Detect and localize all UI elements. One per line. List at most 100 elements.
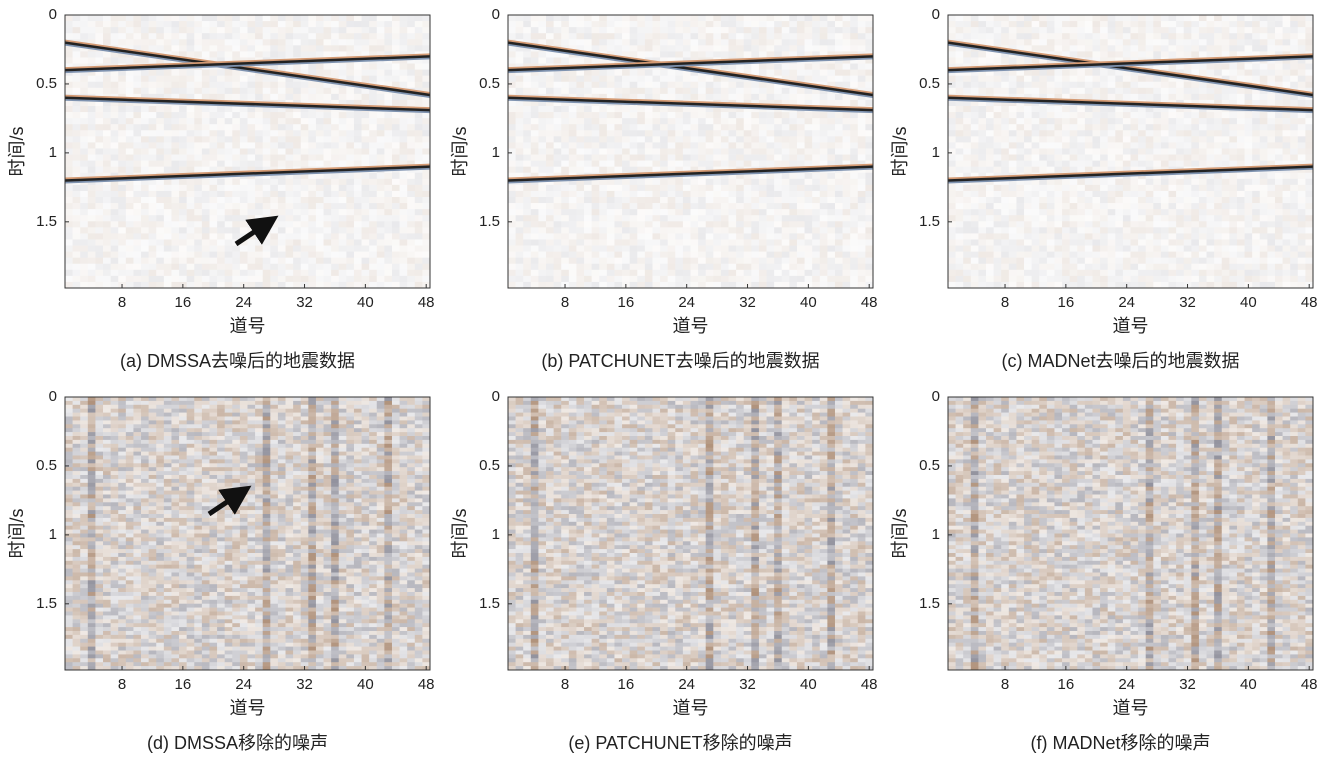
texture [1024, 282, 1032, 288]
texture [369, 118, 377, 124]
texture [263, 124, 271, 130]
texture [1001, 130, 1009, 136]
texture [392, 21, 400, 27]
texture [133, 70, 141, 76]
texture [1001, 27, 1009, 33]
texture [369, 233, 377, 239]
texture [956, 239, 964, 245]
texture [209, 148, 217, 154]
texture [171, 197, 179, 203]
texture [721, 45, 729, 51]
texture [994, 215, 1002, 221]
texture [354, 258, 362, 264]
texture [554, 185, 562, 191]
texture [377, 15, 385, 21]
texture [592, 276, 600, 282]
texture [286, 33, 294, 39]
texture [805, 39, 813, 45]
texture [187, 282, 195, 288]
texture [392, 76, 400, 82]
caption: (b) PATCHUNET去噪后的地震数据 [541, 351, 819, 371]
texture [95, 124, 103, 130]
texture [698, 27, 706, 33]
texture [240, 33, 248, 39]
texture [569, 246, 577, 252]
texture [384, 191, 392, 197]
texture [407, 173, 415, 179]
texture [149, 33, 157, 39]
texture [354, 112, 362, 118]
texture [812, 148, 820, 154]
texture [316, 197, 324, 203]
texture [630, 270, 638, 276]
texture [782, 270, 790, 276]
texture [422, 179, 430, 185]
texture [843, 33, 851, 39]
texture [614, 33, 622, 39]
texture [103, 276, 111, 282]
texture [339, 252, 347, 258]
texture [774, 15, 782, 21]
texture [73, 118, 81, 124]
texture [683, 197, 691, 203]
texture [956, 276, 964, 282]
texture [622, 15, 630, 21]
texture [240, 142, 248, 148]
texture [324, 258, 332, 264]
texture [789, 118, 797, 124]
texture [384, 258, 392, 264]
texture [286, 221, 294, 227]
texture [843, 15, 851, 21]
texture [270, 233, 278, 239]
texture [278, 118, 286, 124]
texture [407, 252, 415, 258]
texture [415, 179, 423, 185]
texture [691, 27, 699, 33]
texture [721, 221, 729, 227]
texture [133, 118, 141, 124]
texture [956, 51, 964, 57]
texture [721, 209, 729, 215]
texture [377, 130, 385, 136]
texture [584, 239, 592, 245]
texture [126, 167, 134, 173]
texture [789, 203, 797, 209]
texture [683, 233, 691, 239]
texture [407, 209, 415, 215]
texture [301, 64, 309, 70]
texture [721, 15, 729, 21]
texture [805, 136, 813, 142]
texture [179, 15, 187, 21]
texture [660, 94, 668, 100]
texture [561, 221, 569, 227]
texture [729, 209, 737, 215]
texture [126, 161, 134, 167]
texture [721, 148, 729, 154]
texture [293, 209, 301, 215]
texture [592, 142, 600, 148]
texture [607, 167, 615, 173]
texture [774, 173, 782, 179]
texture [377, 94, 385, 100]
texture [736, 112, 744, 118]
texture [324, 282, 332, 288]
texture [713, 82, 721, 88]
texture [1039, 39, 1047, 45]
texture [255, 94, 263, 100]
texture [652, 118, 660, 124]
texture [377, 124, 385, 130]
texture [1024, 118, 1032, 124]
texture [217, 70, 225, 76]
texture [324, 227, 332, 233]
texture [65, 209, 73, 215]
texture [630, 191, 638, 197]
texture [164, 227, 172, 233]
texture [751, 27, 759, 33]
texture [516, 124, 524, 130]
texture [789, 264, 797, 270]
texture [835, 173, 843, 179]
texture [584, 15, 592, 21]
texture [187, 27, 195, 33]
texture [835, 215, 843, 221]
texture [1001, 185, 1009, 191]
